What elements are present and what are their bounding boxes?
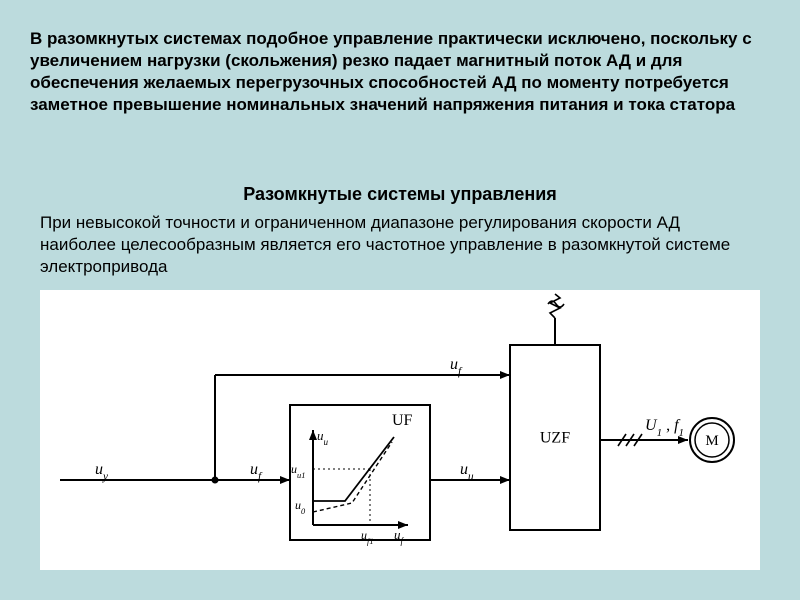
svg-text:uf1: uf1 [361,528,374,546]
svg-text:U1 , f1: U1 , f1 [645,417,684,439]
svg-text:uu: uu [317,428,329,447]
section-heading: Разомкнутые системы управления [0,184,800,205]
block-diagram: MuyufufuuU1 , f1UFUZFuuufuu1u0uf1 [40,290,760,570]
svg-text:UF: UF [392,412,413,429]
section-paragraph: При невысокой точности и ограниченном ди… [40,212,760,277]
svg-text:UZF: UZF [540,430,570,447]
svg-text:uu1: uu1 [291,462,305,480]
svg-text:u0: u0 [295,498,306,516]
svg-text:uf: uf [394,527,405,546]
intro-paragraph: В разомкнутых системах подобное управлен… [30,28,770,116]
svg-text:M: M [705,433,718,449]
